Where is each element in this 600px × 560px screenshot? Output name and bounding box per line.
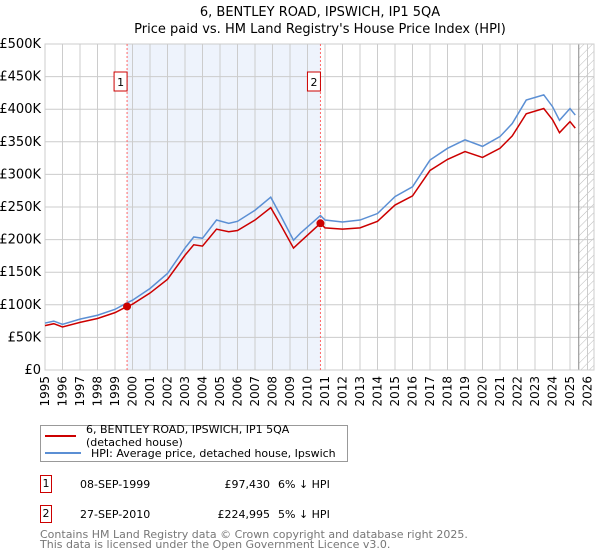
transaction-badge: 1 bbox=[40, 475, 52, 493]
legend-swatch-blue bbox=[45, 452, 81, 454]
x-tick-label: 2023 bbox=[528, 376, 542, 407]
transaction-date: 08-SEP-1999 bbox=[80, 478, 151, 491]
legend-label: HPI: Average price, detached house, Ipsw… bbox=[91, 446, 336, 460]
plot-border bbox=[44, 43, 595, 371]
y-tick-label: £450K bbox=[0, 70, 41, 85]
x-tick-label: 2019 bbox=[458, 376, 472, 407]
legend-item-property: 6, BENTLEY ROAD, IPSWICH, IP1 5QA (detac… bbox=[45, 423, 347, 449]
legend-item-hpi: HPI: Average price, detached house, Ipsw… bbox=[45, 445, 336, 461]
legend: 6, BENTLEY ROAD, IPSWICH, IP1 5QA (detac… bbox=[40, 423, 348, 462]
chart-title: 6, BENTLEY ROAD, IPSWICH, IP1 5QA bbox=[200, 5, 440, 20]
x-tick-label: 2021 bbox=[493, 376, 507, 407]
x-tick-label: 2002 bbox=[161, 376, 175, 407]
x-tick-label: 2007 bbox=[248, 376, 262, 407]
annotation-box bbox=[113, 71, 128, 92]
x-tick-label: 2005 bbox=[213, 376, 227, 407]
transaction-hpi: 6% ↓ HPI bbox=[278, 478, 330, 491]
x-tick-label: 1995 bbox=[38, 376, 52, 407]
x-tick-label: 2014 bbox=[371, 376, 385, 407]
x-tick-label: 2009 bbox=[283, 376, 297, 407]
x-tick-label: 2011 bbox=[318, 376, 332, 407]
x-tick-label: 2016 bbox=[406, 376, 420, 407]
x-tick-label: 2022 bbox=[511, 376, 525, 407]
y-tick-label: £350K bbox=[0, 135, 41, 150]
x-tick-label: 2025 bbox=[563, 376, 577, 407]
y-tick-label: £0 bbox=[24, 363, 41, 378]
transaction-hpi: 5% ↓ HPI bbox=[278, 508, 330, 521]
y-tick-label: £50K bbox=[8, 330, 42, 345]
x-tick-label: 2024 bbox=[546, 376, 560, 407]
transaction-price: £97,430 bbox=[224, 478, 271, 491]
x-tick-label: 2015 bbox=[388, 376, 402, 407]
footer-line: Contains HM Land Registry data © Crown c… bbox=[40, 528, 468, 541]
y-tick-label: £100K bbox=[0, 298, 41, 313]
annotation-label: 1 bbox=[117, 76, 124, 89]
x-tick-label: 1996 bbox=[56, 376, 70, 407]
sale-point bbox=[316, 219, 325, 228]
x-tick-label: 1998 bbox=[91, 376, 105, 407]
y-tick-label: £300K bbox=[0, 167, 41, 182]
x-tick-label: 2004 bbox=[196, 376, 210, 407]
x-tick-label: 2020 bbox=[476, 376, 490, 407]
y-tick-label: £200K bbox=[0, 233, 41, 248]
x-tick-label: 2006 bbox=[231, 376, 245, 407]
chart: 6, BENTLEY ROAD, IPSWICH, IP1 5QA Price … bbox=[0, 5, 595, 407]
transaction-date: 27-SEP-2010 bbox=[80, 508, 151, 521]
x-tick-label: 2001 bbox=[143, 376, 157, 407]
x-tick-label: 2026 bbox=[581, 376, 595, 407]
legend-label: 6, BENTLEY ROAD, IPSWICH, IP1 5QA (detac… bbox=[85, 423, 290, 449]
transaction-row: 2 27-SEP-2010 £224,995 5% ↓ HPI bbox=[40, 505, 440, 525]
y-tick-label: £150K bbox=[0, 265, 41, 280]
annotation-box bbox=[306, 71, 321, 92]
x-tick-label: 2003 bbox=[178, 376, 192, 407]
x-tick-label: 2010 bbox=[301, 376, 315, 407]
footer-line: This data is licensed under the Open Gov… bbox=[40, 538, 391, 551]
x-tick-label: 2017 bbox=[423, 376, 437, 407]
transaction-row: 1 08-SEP-1999 £97,430 6% ↓ HPI bbox=[40, 475, 440, 495]
sale-point bbox=[123, 302, 132, 311]
x-tick-label: 2013 bbox=[353, 376, 367, 407]
x-tick-label: 1997 bbox=[73, 376, 87, 407]
hpi-line bbox=[44, 93, 576, 326]
footer: Contains HM Land Registry data © Crown c… bbox=[40, 528, 468, 551]
y-tick-label: £400K bbox=[0, 102, 41, 117]
x-tick-label: 2012 bbox=[336, 376, 350, 407]
x-tick-label: 2000 bbox=[126, 376, 140, 407]
transaction-price: £224,995 bbox=[217, 508, 271, 521]
y-tick-label: £500K bbox=[0, 37, 41, 52]
x-tick-label: 2008 bbox=[266, 376, 280, 407]
y-tick-label: £250K bbox=[0, 200, 41, 215]
chart-subtitle: Price paid vs. HM Land Registry's House … bbox=[134, 22, 506, 37]
x-tick-label: 1999 bbox=[108, 376, 122, 407]
legend-swatch-red bbox=[45, 435, 76, 437]
annotation-label: 2 bbox=[310, 76, 317, 89]
x-tick-label: 2018 bbox=[441, 376, 455, 407]
transaction-badge: 2 bbox=[40, 505, 52, 523]
